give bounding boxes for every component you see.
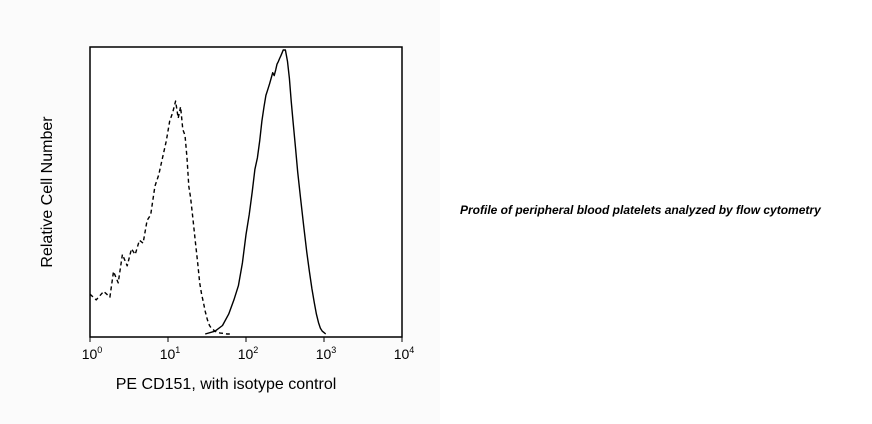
x-tick-label-exponent: 1: [175, 345, 180, 355]
histogram-chart: 100 101 102 103 104 PE CD151, with isotype c…: [39, 46, 415, 393]
figure-caption: Profile of peripheral blood platelets an…: [460, 203, 821, 217]
x-tick-label-base: 10: [160, 346, 176, 362]
x-tick-label-base: 10: [238, 346, 254, 362]
x-axis-tick-labels: 100 101 102 103 104: [82, 345, 415, 362]
histogram-figure: 100 101 102 103 104 PE CD151, with isotype c…: [39, 46, 415, 393]
x-tick-label-exponent: 3: [331, 345, 336, 355]
plot-frame: [89, 46, 403, 338]
x-tick-label: 101: [160, 345, 181, 362]
x-tick-label-exponent: 2: [253, 345, 258, 355]
x-tick-label-base: 10: [394, 346, 410, 362]
series-layer: [89, 49, 327, 335]
x-tick-label-base: 10: [82, 346, 98, 362]
x-tick-label: 100: [82, 345, 103, 362]
x-tick-label-exponent: 0: [97, 345, 102, 355]
cd151-histogram-line: [205, 49, 327, 335]
x-tick-label: 104: [394, 345, 415, 362]
x-tick-label: 103: [316, 345, 337, 362]
x-axis-ticks: [89, 337, 403, 342]
x-axis-title: PE CD151, with isotype control: [116, 376, 337, 393]
isotype-control-histogram-line: [89, 100, 230, 335]
x-tick-label-base: 10: [316, 346, 332, 362]
y-axis-title: Relative Cell Number: [39, 116, 56, 268]
x-tick-label: 102: [238, 345, 259, 362]
x-tick-label-exponent: 4: [409, 345, 414, 355]
